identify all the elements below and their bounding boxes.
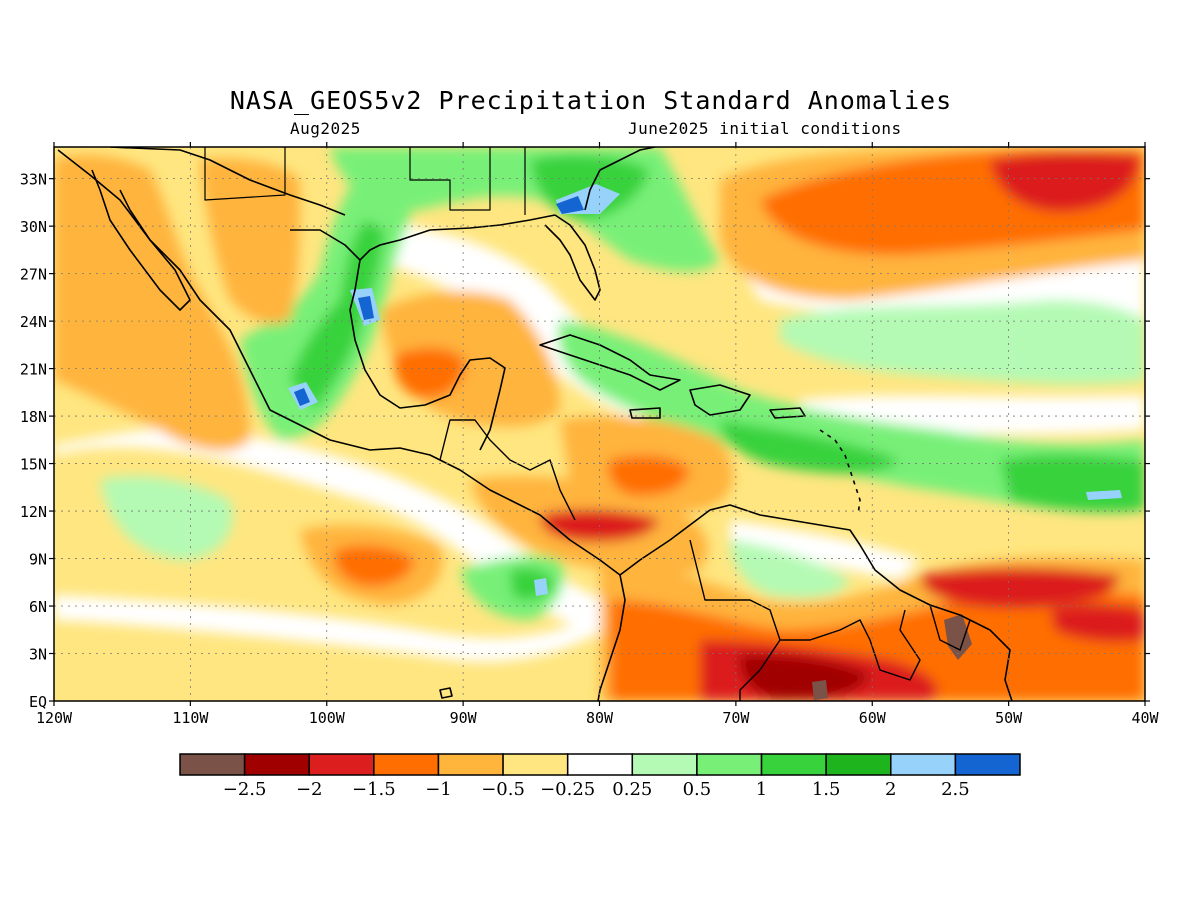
colorbar-label: 1.5: [812, 779, 841, 800]
lat-tick-label: 21N: [20, 361, 47, 379]
wet-region-south-america: [730, 540, 850, 598]
colorbar-swatch: [243, 753, 310, 776]
wet-extreme-texas-coast-core: [358, 296, 374, 320]
lon-tick-label: 90W: [450, 709, 478, 727]
colorbar-label: 0.5: [683, 779, 712, 800]
forecast-month-label: Aug2025: [290, 119, 361, 138]
lat-tick-label: 15N: [20, 456, 47, 474]
lat-tick-label: 12N: [20, 503, 47, 521]
colorbar-swatch: [308, 753, 375, 776]
colorbar-label: −2.5: [223, 779, 267, 800]
lat-tick-label: 18N: [20, 408, 47, 426]
wet-extreme-atlantic-east: [1086, 490, 1122, 500]
colorbar-swatch: [890, 753, 957, 776]
map-axes: 120W 110W 100W 90W 80W 70W 60W 50W 40W EQ 3N 6N 9N 12…: [20, 142, 1160, 727]
lat-tick-label: 33N: [20, 171, 47, 189]
coast-hispaniola: [689, 384, 751, 416]
lon-tick-label: 50W: [995, 709, 1023, 727]
wet-region-pacific-west: [100, 476, 233, 560]
neutral-band-pacific: [54, 428, 640, 640]
colorbar: −2.5 −2 −1.5 −1 −0.5 −0.25 0.25 0.5 1 1.5 2 2.5: [179, 753, 1021, 800]
wet-region-atlantic-north: [780, 300, 1145, 385]
dry-region-yucatan-core: [394, 348, 465, 399]
dry-region-sierra-madre: [200, 158, 300, 324]
coast-gulf-mexico: [290, 214, 556, 451]
colorbar-swatch: [502, 753, 569, 776]
lon-tick-label: 40W: [1131, 709, 1159, 727]
dry-extreme-guiana: [944, 614, 972, 660]
lon-tick-label: 100W: [309, 709, 346, 727]
wet-region-mexico-core: [290, 220, 385, 410]
lat-tick-label: 27N: [20, 266, 47, 284]
coastlines: [57, 147, 1013, 701]
dry-region-amazon-severe: [739, 654, 870, 701]
colorbar-swatch: [631, 753, 698, 776]
lat-tick-label: 24N: [20, 313, 47, 331]
lat-tick-label: 30N: [20, 218, 47, 236]
coast-galapagos-islands: [439, 687, 453, 699]
colorbar-label: −1.5: [352, 779, 396, 800]
coast-us-east: [584, 147, 656, 211]
wet-extreme-georgia-core: [556, 196, 584, 214]
map-gridlines: [54, 147, 1145, 701]
lon-tick-label: 70W: [722, 709, 750, 727]
coast-lesser-antilles: [819, 429, 861, 516]
lat-tick-label: EQ: [29, 693, 47, 711]
colorbar-swatch: [566, 753, 634, 776]
colorbar-label: −0.25: [540, 779, 595, 800]
border-us-states: [204, 147, 526, 215]
coast-colombia-pacific: [597, 574, 626, 701]
dry-region-panama-core: [540, 509, 660, 542]
colorbar-swatch: [825, 753, 892, 776]
dry-region-pacific-low-core: [334, 545, 415, 587]
wet-extreme-mexico-core: [294, 388, 310, 406]
wet-region-caribbean-core: [720, 420, 900, 474]
dry-region-atlantic-north-core: [990, 151, 1140, 212]
wet-extreme-costa-rica: [534, 578, 548, 596]
neutral-band-pacific-south: [54, 595, 620, 662]
wet-region-caribbean: [558, 320, 1145, 513]
lon-tick-label: 110W: [172, 709, 209, 727]
coast-north-america-pacific: [57, 149, 621, 576]
colorbar-label: −2: [296, 779, 323, 800]
border-south-america: [689, 539, 971, 701]
dry-region-caribbean-core: [608, 455, 690, 496]
colorbar-label: 2.5: [941, 779, 970, 800]
initial-conditions-label: June2025 initial conditions: [628, 119, 902, 138]
coast-cuba: [539, 334, 681, 391]
coast-jamaica: [629, 407, 661, 419]
dry-region-guiana-core: [920, 567, 1120, 609]
colorbar-swatch: [696, 753, 763, 776]
colorbar-label: 2: [885, 779, 896, 800]
coast-south-america-north: [619, 504, 1013, 701]
colorbar-label: 0.25: [612, 779, 652, 800]
coast-florida: [544, 214, 601, 301]
dry-region-atlantic-east-core: [1050, 604, 1145, 642]
map-title: NASA_GEOS5v2 Precipitation Standard Anom…: [229, 86, 953, 115]
border-central-america: [439, 419, 576, 521]
lon-tick-label: 60W: [859, 709, 887, 727]
coast-baja: [91, 169, 191, 311]
lat-tick-label: 6N: [29, 598, 47, 616]
lon-tick-label: 120W: [36, 709, 73, 727]
colorbar-swatch: [760, 753, 827, 776]
colorbar-label: 1: [756, 779, 767, 800]
border-us-mexico: [109, 147, 346, 216]
map-plot-area: [54, 147, 1145, 701]
colorbar-swatch: [437, 753, 504, 776]
lat-tick-label: 3N: [29, 646, 47, 664]
lon-tick-label: 80W: [586, 709, 614, 727]
colorbar-label: −0.5: [481, 779, 525, 800]
colorbar-label: −1: [425, 779, 452, 800]
colorbar-swatch: [954, 753, 1021, 776]
dry-extreme-amazon: [812, 680, 828, 700]
colorbar-swatch: [373, 753, 440, 776]
colorbar-swatch: [179, 753, 246, 776]
dry-region-baja-2: [54, 154, 250, 451]
lat-tick-label: 9N: [29, 551, 47, 569]
